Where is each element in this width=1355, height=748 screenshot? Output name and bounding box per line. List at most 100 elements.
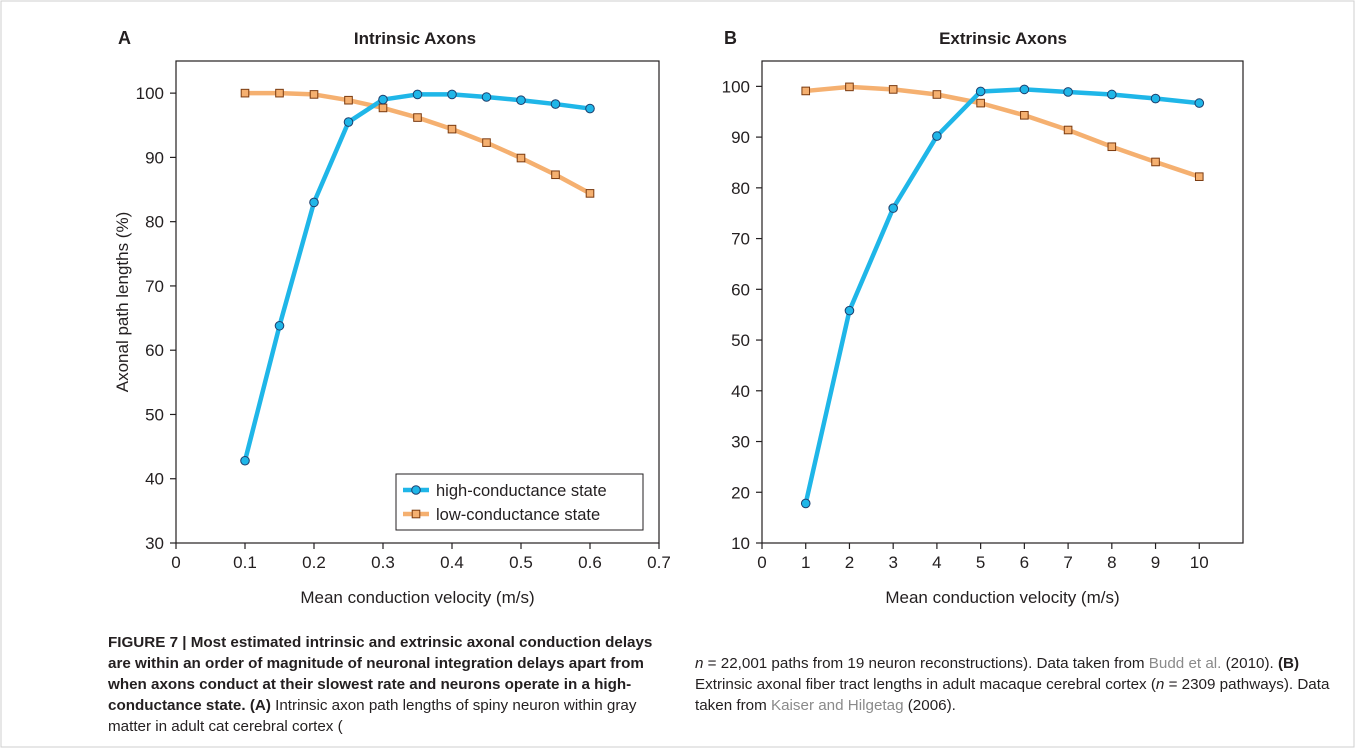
panel-a-point-low-conductance	[378, 103, 388, 113]
panel-a-x-tick-label: 0.7	[647, 553, 671, 572]
panel-b-point-low-conductance	[932, 90, 942, 99]
panel-a-x-axis-label: Mean conduction velocity (m/s)	[300, 588, 534, 607]
panel-b-y-tick-label: 70	[731, 230, 750, 249]
panel-a-point-high-conductance	[240, 455, 250, 466]
panel-a-x-tick-label: 0.5	[509, 553, 533, 572]
panel-b-plot-frame	[761, 60, 1244, 544]
panel-a-legend-marker-low	[411, 509, 421, 519]
panel-b-point-high-conductance	[1194, 98, 1205, 108]
panel-b-y-tick-label: 40	[731, 382, 750, 401]
panel-b-point-low-conductance	[1151, 157, 1160, 167]
panel-a-y-tick-label: 80	[145, 213, 164, 232]
panel-a-legend-label: low-conductance state	[436, 506, 600, 524]
panel-b-point-high-conductance	[1107, 89, 1117, 100]
panel-b-point-high-conductance	[844, 305, 855, 316]
panel-a-y-tick-label: 50	[145, 405, 164, 424]
panel-a-legend-box	[395, 473, 644, 531]
panel-b-point-low-conductance	[976, 98, 985, 108]
panel-b-point-low-conductance	[888, 85, 898, 94]
panel-a-x-tick-label: 0	[171, 553, 180, 572]
ref-budd-year: (2010).	[1221, 655, 1274, 672]
ref-kaiser-link[interactable]: Kaiser and Hilgetag	[770, 697, 904, 714]
panel-b-x-tick-label: 6	[1020, 553, 1029, 572]
panel-b-x-tick-label: 7	[1063, 553, 1072, 572]
panel-b-point-high-conductance	[1063, 87, 1073, 97]
panel-b-point-low-conductance	[1107, 142, 1117, 152]
panel-a-point-high-conductance	[516, 95, 526, 106]
caption-label-a: (A)	[249, 697, 271, 714]
caption-right-column: n = 22,001 paths from 19 neuron reconstr…	[695, 653, 1355, 716]
panel-a-point-high-conductance	[274, 320, 285, 331]
panel-b-y-tick-label: 30	[731, 433, 750, 452]
panel-a-y-axis-label: Axonal path lengths (%)	[113, 212, 132, 393]
panel-a-y-tick-label: 30	[145, 534, 164, 553]
panel-a-plot-frame	[175, 60, 660, 544]
panel-a-y-tick-label: 90	[145, 148, 164, 167]
caption-n-a-symbol: n	[695, 655, 704, 672]
panel-a-x-tick-label: 0.6	[578, 553, 602, 572]
ref-kaiser-year: (2006).	[903, 697, 956, 714]
panel-a-point-low-conductance	[551, 170, 560, 180]
panel-b-y-tick-label: 20	[731, 483, 750, 502]
panel-b-point-high-conductance	[1019, 84, 1030, 95]
panel-a-point-low-conductance	[309, 90, 319, 99]
panel-a-point-high-conductance	[309, 197, 319, 208]
panel-b-x-tick-label: 9	[1151, 553, 1160, 572]
panel-b-x-tick-label: 3	[888, 553, 897, 572]
panel-a-point-high-conductance	[481, 92, 492, 102]
panel-a-point-low-conductance	[240, 88, 250, 98]
panel-a-y-tick-label: 70	[145, 277, 164, 296]
panel-b-x-tick-label: 4	[932, 553, 941, 572]
panel-b-point-high-conductance	[932, 131, 942, 141]
panel-b-point-low-conductance	[1063, 125, 1073, 135]
caption-text-b1: Extrinsic axonal fiber tract lengths in …	[695, 676, 1156, 693]
panel-a-point-high-conductance	[378, 94, 388, 105]
caption-n-b: = 2309 pathways). Data taken from	[695, 676, 1330, 714]
panel-b-point-high-conductance	[1150, 93, 1161, 104]
panel-b-y-tick-label: 90	[731, 128, 750, 147]
panel-b-x-tick-label: 0	[757, 553, 766, 572]
caption-label-b: (B)	[1277, 655, 1300, 672]
panel-b-point-high-conductance	[975, 86, 986, 97]
panel-a-point-low-conductance	[482, 138, 491, 147]
panel-b-y-tick-label: 50	[731, 331, 750, 350]
panel-a-legend-marker-high	[411, 485, 421, 495]
panel-a-x-tick-label: 0.2	[302, 553, 326, 572]
panel-b-x-tick-label: 1	[801, 553, 810, 572]
panel-a-point-low-conductance	[275, 88, 284, 98]
panel-a-point-low-conductance	[516, 153, 526, 163]
caption-n-a: = 22,001 paths from 19 neuron reconstruc…	[703, 655, 1149, 672]
caption-text-a1: Intrinsic axon path lengths of spiny neu…	[108, 697, 637, 735]
panel-b-letter: B	[724, 28, 737, 48]
panel-a-letter: A	[118, 28, 131, 48]
panel-a-point-low-conductance	[585, 189, 595, 198]
panel-a-point-high-conductance	[447, 89, 457, 100]
panel-b-line-high-conductance	[803, 87, 1202, 506]
panel-b-point-low-conductance	[1194, 172, 1204, 181]
panel-b-x-axis-label: Mean conduction velocity (m/s)	[885, 588, 1119, 607]
panel-a-point-low-conductance	[344, 95, 353, 105]
panel-b-line-low-conductance	[803, 84, 1202, 179]
panel-a-point-low-conductance	[447, 124, 457, 134]
caption-lead: FIGURE 7 | Most estimated intrinsic and …	[108, 634, 653, 714]
panel-b-title: Extrinsic Axons	[939, 29, 1067, 48]
panel-a-point-low-conductance	[413, 113, 422, 122]
panel-b-point-high-conductance	[800, 498, 811, 509]
ref-budd-link[interactable]: Budd et al.	[1148, 655, 1222, 672]
panel-a-legend-label: high-conductance state	[436, 482, 607, 500]
panel-b-y-tick-label: 80	[731, 179, 750, 198]
panel-a-point-high-conductance	[412, 89, 423, 100]
panel-b-point-low-conductance	[1020, 110, 1029, 120]
panel-b-y-tick-label: 60	[731, 280, 750, 299]
panel-a-point-high-conductance	[550, 99, 561, 109]
panel-b-x-tick-label: 10	[1190, 553, 1209, 572]
panel-b-point-high-conductance	[888, 203, 898, 213]
panel-a-y-tick-label: 40	[145, 470, 164, 489]
panel-a-x-tick-label: 0.1	[233, 553, 257, 572]
panel-a-x-tick-label: 0.4	[440, 553, 464, 572]
panel-a-y-tick-label: 100	[136, 84, 164, 103]
panel-a-line-high-conductance	[242, 92, 593, 463]
